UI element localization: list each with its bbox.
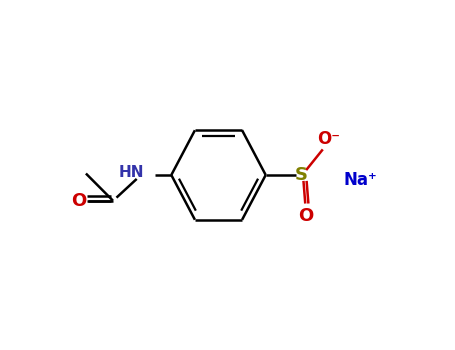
Text: O: O [71,191,86,210]
Text: S: S [295,166,308,184]
Text: HN: HN [119,164,144,180]
Text: Na⁺: Na⁺ [343,171,377,189]
Text: O⁻: O⁻ [317,130,340,148]
Text: O: O [298,207,313,225]
